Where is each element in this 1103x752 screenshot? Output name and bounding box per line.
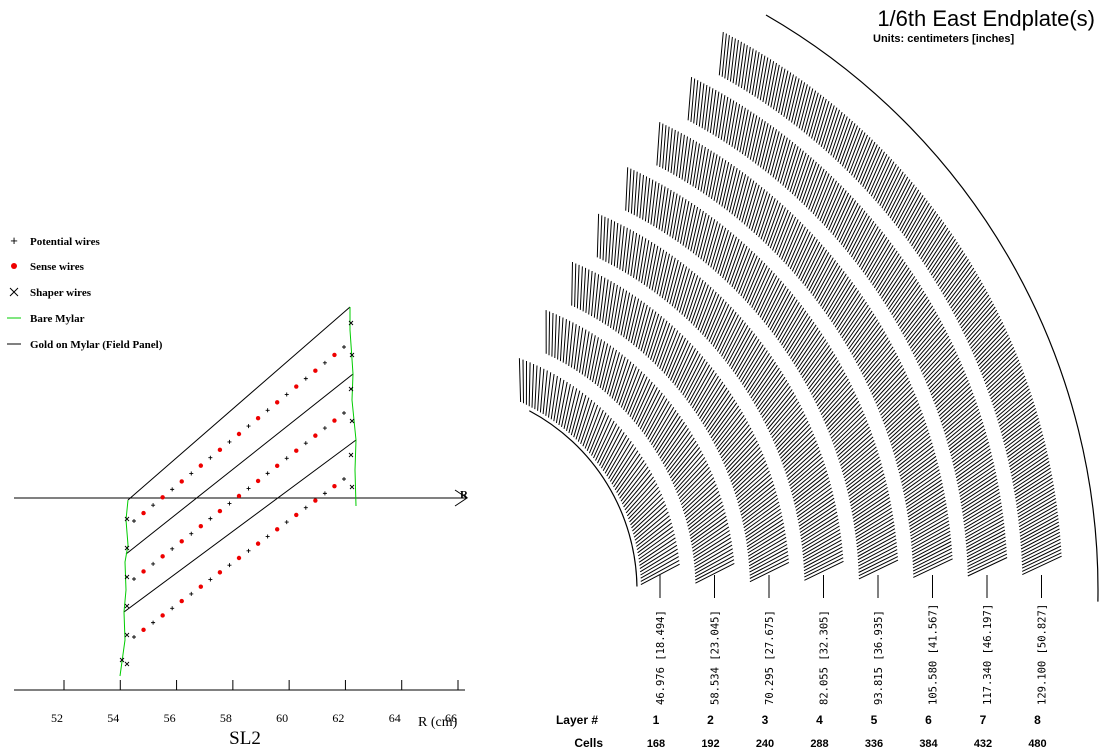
layer-cells-count: 168 xyxy=(647,738,665,750)
legend-symbol xyxy=(11,263,17,269)
layer-number: 4 xyxy=(816,713,823,727)
sense-wire xyxy=(199,524,203,528)
layer-cells-count: 336 xyxy=(865,738,883,750)
sense-wire xyxy=(332,418,336,422)
sense-wire xyxy=(180,479,184,483)
axis-tick-label: 66 xyxy=(445,711,457,725)
layer-radius: 70.295 [27.675] xyxy=(764,610,776,705)
legend-label: Potential wires xyxy=(30,236,100,248)
sense-wire xyxy=(141,569,145,573)
layer-number: 7 xyxy=(980,713,987,727)
sense-wire xyxy=(160,554,164,558)
axis-tick-label: 62 xyxy=(332,711,344,725)
sense-wire xyxy=(237,556,241,560)
layer-radius: 46.976 [18.494] xyxy=(655,610,667,705)
sense-wire xyxy=(275,527,279,531)
endplate-subtitle: Units: centimeters [inches] xyxy=(873,33,1015,45)
sense-wire xyxy=(160,613,164,617)
legend-label: Shaper wires xyxy=(30,287,92,299)
sense-wire xyxy=(237,432,241,436)
axis-tick-label: 60 xyxy=(276,711,288,725)
layer-cells-count: 384 xyxy=(919,738,938,750)
layer-number: 5 xyxy=(871,713,878,727)
layer-radius: 82.055 [32.305] xyxy=(819,610,831,705)
sense-wire xyxy=(256,479,260,483)
layer-header: Layer # xyxy=(556,713,598,727)
layer-radius: 129.100 [50.827] xyxy=(1037,604,1049,705)
sense-wire xyxy=(256,416,260,420)
legend-symbol: + xyxy=(10,233,18,248)
axis-tick-label: 54 xyxy=(107,711,119,725)
sense-wire xyxy=(256,541,260,545)
sense-wire xyxy=(199,585,203,589)
layer-number: 8 xyxy=(1034,713,1041,727)
layer-cells-count: 288 xyxy=(810,738,828,750)
axis-tick-label: 64 xyxy=(389,711,401,725)
sense-wire xyxy=(313,433,317,437)
sense-wire xyxy=(218,570,222,574)
axis-tick-label: 52 xyxy=(51,711,63,725)
legend-label: Gold on Mylar (Field Panel) xyxy=(30,339,163,351)
panel-label: SL2 xyxy=(229,728,261,749)
sense-wire xyxy=(332,353,336,357)
layer-number: 3 xyxy=(762,713,769,727)
sense-wire xyxy=(218,509,222,513)
layer-radius: 93.815 [36.935] xyxy=(873,610,885,705)
axis-tick-label: 58 xyxy=(220,711,232,725)
sense-wire xyxy=(141,628,145,632)
sense-wire xyxy=(199,463,203,467)
legend-label: Bare Mylar xyxy=(30,313,85,325)
layer-number: 2 xyxy=(707,713,714,727)
sense-wire xyxy=(141,511,145,515)
sense-wire xyxy=(275,464,279,468)
axis-tick-label: 56 xyxy=(164,711,176,725)
layer-radius: 58.534 [23.045] xyxy=(710,610,722,705)
cells-header: Cells xyxy=(574,736,603,750)
sense-wire xyxy=(313,369,317,373)
layer-cells-count: 480 xyxy=(1028,738,1046,750)
sense-wire xyxy=(294,449,298,453)
sense-wire xyxy=(237,494,241,498)
layer-radius: 105.580 [41.567] xyxy=(928,604,940,705)
layer-cells-count: 192 xyxy=(701,738,719,750)
sense-wire xyxy=(294,513,298,517)
layer-number: 6 xyxy=(925,713,932,727)
sense-wire xyxy=(294,384,298,388)
sense-wire xyxy=(275,400,279,404)
sense-wire xyxy=(180,539,184,543)
sense-wire xyxy=(160,495,164,499)
sense-wire xyxy=(313,498,317,502)
layer-number: 1 xyxy=(653,713,660,727)
layer-radius: 117.340 [46.197] xyxy=(982,604,994,705)
sense-wire xyxy=(218,448,222,452)
endplate-title: 1/6th East Endplate(s) xyxy=(877,6,1095,31)
sense-wire xyxy=(180,599,184,603)
page: 1/6th East Endplate(s) Units: centimeter… xyxy=(0,0,1103,752)
sense-wire xyxy=(332,484,336,488)
layer-cells-count: 432 xyxy=(974,738,992,750)
layer-cells-count: 240 xyxy=(756,738,774,750)
legend-label: Sense wires xyxy=(30,261,85,273)
